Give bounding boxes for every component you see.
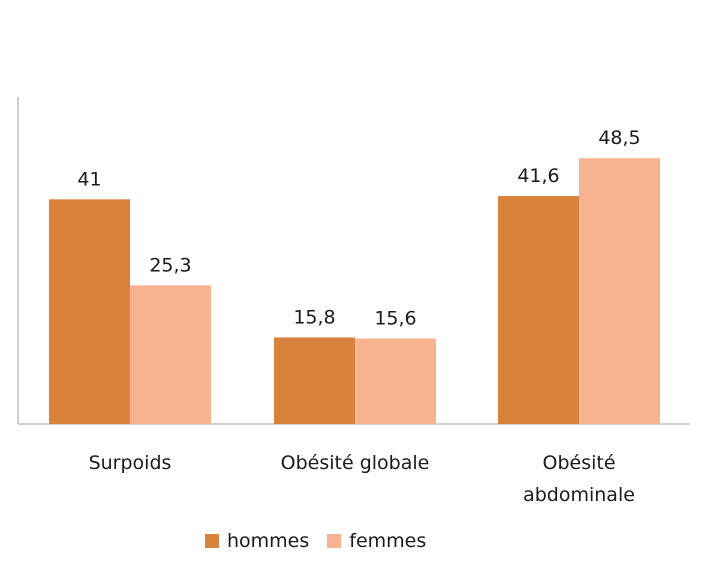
legend-item-femmes: femmes — [327, 530, 426, 552]
category-label-0: Surpoids — [89, 452, 172, 474]
category-label-2-line-0: Obésité — [542, 452, 615, 474]
category-label-1: Obésité globale — [281, 452, 430, 474]
value-label-femmes-0: 25,3 — [149, 254, 191, 276]
bar-hommes-1 — [274, 337, 355, 424]
category-label-2-line-1: abdominale — [523, 484, 635, 506]
legend: hommes femmes — [205, 530, 444, 552]
bar-femmes-0 — [130, 285, 211, 424]
legend-label-hommes: hommes — [227, 530, 310, 552]
category-labels-group: Surpoids Obésité globale Obésité abdominale — [89, 452, 635, 506]
legend-item-hommes: hommes — [205, 530, 309, 552]
value-labels-group: 41 25,3 15,8 15,6 41,6 48,5 — [77, 127, 640, 329]
bar-hommes-2 — [498, 196, 579, 424]
value-label-femmes-1: 15,6 — [374, 308, 416, 330]
value-label-hommes-0: 41 — [77, 168, 101, 190]
legend-label-femmes: femmes — [349, 530, 427, 552]
bar-femmes-2 — [579, 158, 660, 424]
bar-femmes-1 — [355, 338, 436, 424]
bars-group — [49, 158, 660, 424]
bar-hommes-0 — [49, 199, 130, 424]
value-label-hommes-1: 15,8 — [293, 306, 335, 328]
value-label-hommes-2: 41,6 — [517, 165, 559, 187]
legend-swatch-hommes — [205, 534, 219, 548]
legend-swatch-femmes — [327, 534, 342, 548]
value-label-femmes-2: 48,5 — [598, 127, 640, 149]
